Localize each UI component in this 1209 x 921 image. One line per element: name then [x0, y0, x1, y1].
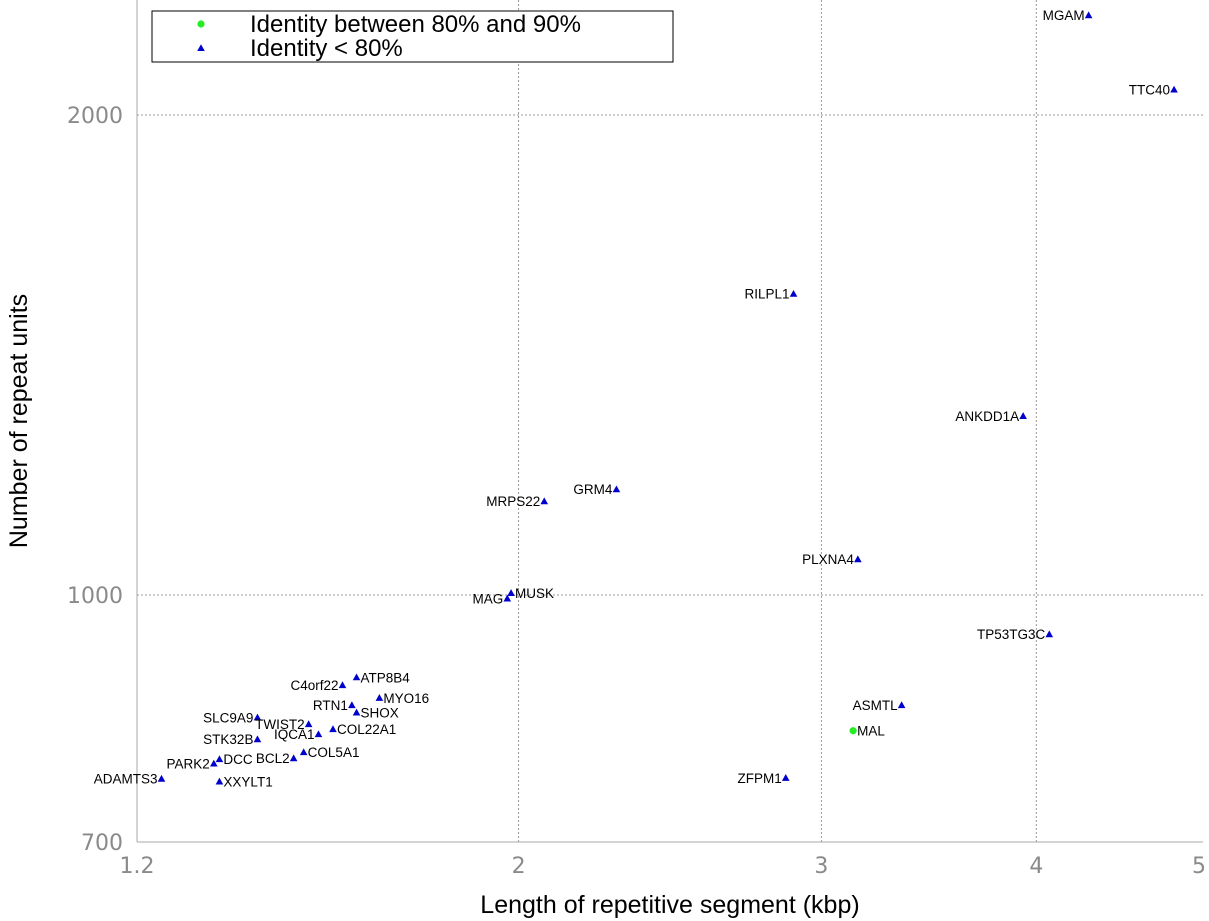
point-marker	[314, 730, 323, 738]
point-marker	[1045, 630, 1054, 638]
point-label: TWIST2	[255, 717, 305, 732]
point-marker	[215, 777, 224, 785]
point-label: ADAMTS3	[94, 772, 158, 787]
point-marker	[329, 725, 337, 733]
x-tick-label: 4	[1029, 854, 1043, 879]
point-label: DCC	[223, 752, 252, 767]
point-label: C4orf22	[290, 678, 338, 693]
x-tick-label: 3	[814, 854, 828, 879]
x-tick-label: 2	[512, 854, 526, 879]
point-marker	[289, 754, 298, 762]
point-label: TP53TG3C	[977, 627, 1046, 642]
point-marker	[503, 594, 512, 602]
point-marker	[299, 748, 308, 756]
legend-box	[151, 10, 674, 63]
point-label: MAL	[857, 724, 885, 739]
point-marker	[789, 289, 798, 297]
point-marker	[897, 701, 906, 709]
point-marker	[210, 759, 218, 767]
legend-label: Identity < 80%	[250, 35, 403, 62]
y-tick-label: 1000	[67, 584, 123, 609]
plot-area	[137, 0, 1203, 842]
point-label: MUSK	[515, 586, 554, 601]
point-label: BCL2	[256, 751, 290, 766]
point-label: ZFPM1	[737, 771, 781, 786]
point-label: SHOX	[361, 705, 399, 720]
y-tick-label: 700	[81, 831, 123, 856]
point-marker	[1170, 85, 1178, 93]
point-marker	[253, 735, 262, 743]
legend-marker	[197, 44, 205, 52]
point-marker	[849, 727, 857, 735]
point-label: RILPL1	[744, 287, 789, 302]
point-marker	[304, 720, 313, 728]
point-marker	[253, 713, 262, 721]
point-marker	[352, 708, 361, 716]
point-marker	[507, 589, 515, 596]
point-label: MRPS22	[486, 494, 540, 509]
point-marker	[375, 694, 384, 701]
point-label: ANKDD1A	[955, 409, 1019, 424]
point-marker	[1084, 11, 1093, 19]
grid-lines	[137, 0, 1203, 842]
point-marker	[215, 755, 224, 763]
point-marker	[348, 701, 356, 709]
legend: Identity between 80% and 90%Identity < 8…	[151, 10, 674, 63]
legend-label: Identity between 80% and 90%	[250, 11, 581, 38]
point-marker	[1019, 412, 1027, 420]
point-label: COL5A1	[308, 745, 360, 760]
point-label: PARK2	[167, 757, 210, 772]
point-label: XXYLT1	[223, 774, 272, 789]
point-marker	[854, 555, 862, 563]
point-marker	[157, 774, 166, 782]
point-marker	[338, 681, 347, 689]
point-label: ATP8B4	[361, 670, 411, 685]
point-label: RTN1	[313, 698, 348, 713]
point-label: TTC40	[1129, 83, 1170, 98]
x-axis-label: Length of repetitive segment (kbp)	[480, 891, 859, 919]
point-label: PLXNA4	[802, 552, 854, 567]
point-label: MYO16	[383, 691, 429, 706]
point-label: IQCA1	[274, 727, 315, 742]
point-label: MAG	[473, 591, 504, 606]
y-tick-label: 2000	[67, 104, 123, 129]
x-tick-label: 1.2	[120, 854, 155, 879]
point-label: STK32B	[203, 732, 253, 747]
point-marker	[540, 497, 549, 505]
point-label: SLC9A9	[203, 710, 253, 725]
legend-marker	[197, 20, 205, 28]
point-label: GRM4	[573, 482, 612, 497]
point-marker	[781, 773, 790, 781]
point-marker	[352, 673, 361, 681]
point-label: COL22A1	[337, 722, 396, 737]
tick-labels: 1.2 2 3 4 5 700 1000 2000	[67, 104, 1206, 879]
y-axis-label: Number of repeat units	[5, 294, 33, 548]
point-label: ASMTL	[853, 698, 899, 713]
x-tick-label: 5	[1192, 854, 1206, 879]
data-points: MAL MGAM TTC40 RILPL1 ANKDD1A GRM4 MRPS22 PLXNA…	[94, 8, 1178, 789]
point-label: MGAM	[1043, 8, 1085, 23]
point-marker	[612, 485, 621, 493]
